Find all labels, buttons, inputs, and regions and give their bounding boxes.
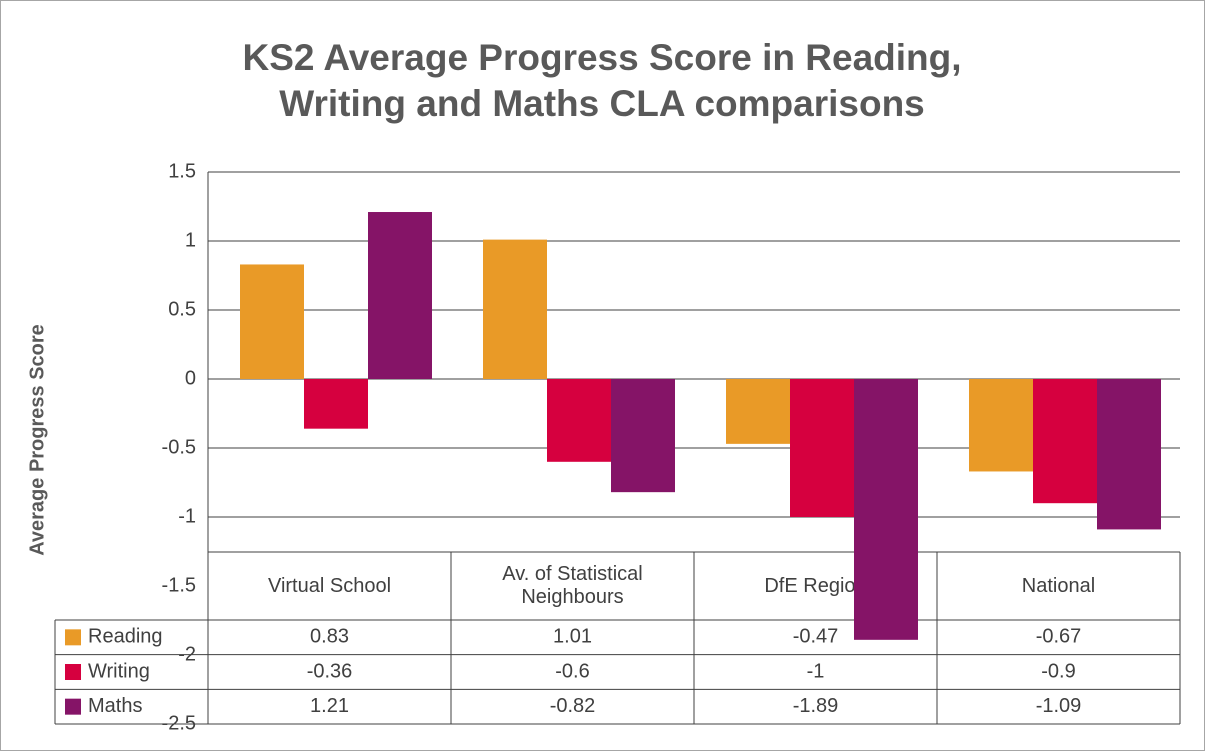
- bar: [240, 264, 304, 379]
- y-tick-label: 1.5: [168, 160, 196, 182]
- table-header-cell: Virtual School: [267, 574, 392, 597]
- y-tick-label: -0.5: [162, 436, 196, 458]
- bar: [790, 379, 854, 517]
- y-tick-label: -1: [178, 505, 196, 527]
- bar: [368, 212, 432, 379]
- bar: [726, 379, 790, 444]
- bar: [1097, 379, 1161, 530]
- chart-title: KS2 Average Progress Score in Reading, Wr…: [242, 37, 961, 124]
- table-cell: -0.36: [307, 660, 353, 682]
- category-label: Av. of Statistical Neighbours: [502, 563, 643, 608]
- y-tick-label: -2: [178, 643, 196, 665]
- y-tick-label: -1.5: [162, 574, 196, 596]
- legend-swatch: [65, 629, 81, 646]
- legend-label: Writing: [88, 660, 150, 682]
- legend-swatch: [65, 698, 81, 715]
- table-header-cell: National: [1021, 574, 1096, 597]
- table-cell: 1.01: [553, 626, 592, 648]
- legend-swatch: [65, 664, 81, 680]
- table-cell: -1: [807, 660, 825, 682]
- legend-label: Maths: [88, 695, 142, 717]
- category-label: Virtual School: [267, 574, 392, 597]
- table-cell: -0.67: [1036, 626, 1082, 648]
- bar: [483, 239, 547, 379]
- table-header-cell: DfE Region: [764, 574, 867, 597]
- legend-label: Reading: [88, 626, 163, 648]
- y-tick-label: -2.5: [162, 712, 196, 734]
- table-header-cell: Av. of Statistical Neighbours: [502, 563, 643, 608]
- bar: [304, 379, 368, 429]
- table-cell: 0.83: [310, 626, 349, 648]
- table-cell: -0.82: [550, 695, 596, 717]
- table-cell: -1.89: [793, 695, 839, 717]
- y-tick-label: 0: [185, 367, 196, 389]
- table-cell: -1.09: [1036, 695, 1082, 717]
- bar: [547, 379, 611, 462]
- category-label: National: [1021, 574, 1096, 597]
- table-cell: -0.9: [1041, 660, 1075, 682]
- table-cell: 1.21: [310, 695, 349, 717]
- table-cell: -0.47: [793, 626, 839, 648]
- table-cell: -0.6: [555, 660, 589, 682]
- bar: [611, 379, 675, 493]
- bar: [1033, 379, 1097, 504]
- y-tick-label: 1: [185, 229, 196, 251]
- bar: [969, 379, 1033, 472]
- category-label: DfE Region: [764, 574, 867, 597]
- bar: [854, 379, 918, 640]
- y-axis-label: Average Progress Score: [26, 324, 48, 556]
- y-tick-label: 0.5: [168, 298, 196, 320]
